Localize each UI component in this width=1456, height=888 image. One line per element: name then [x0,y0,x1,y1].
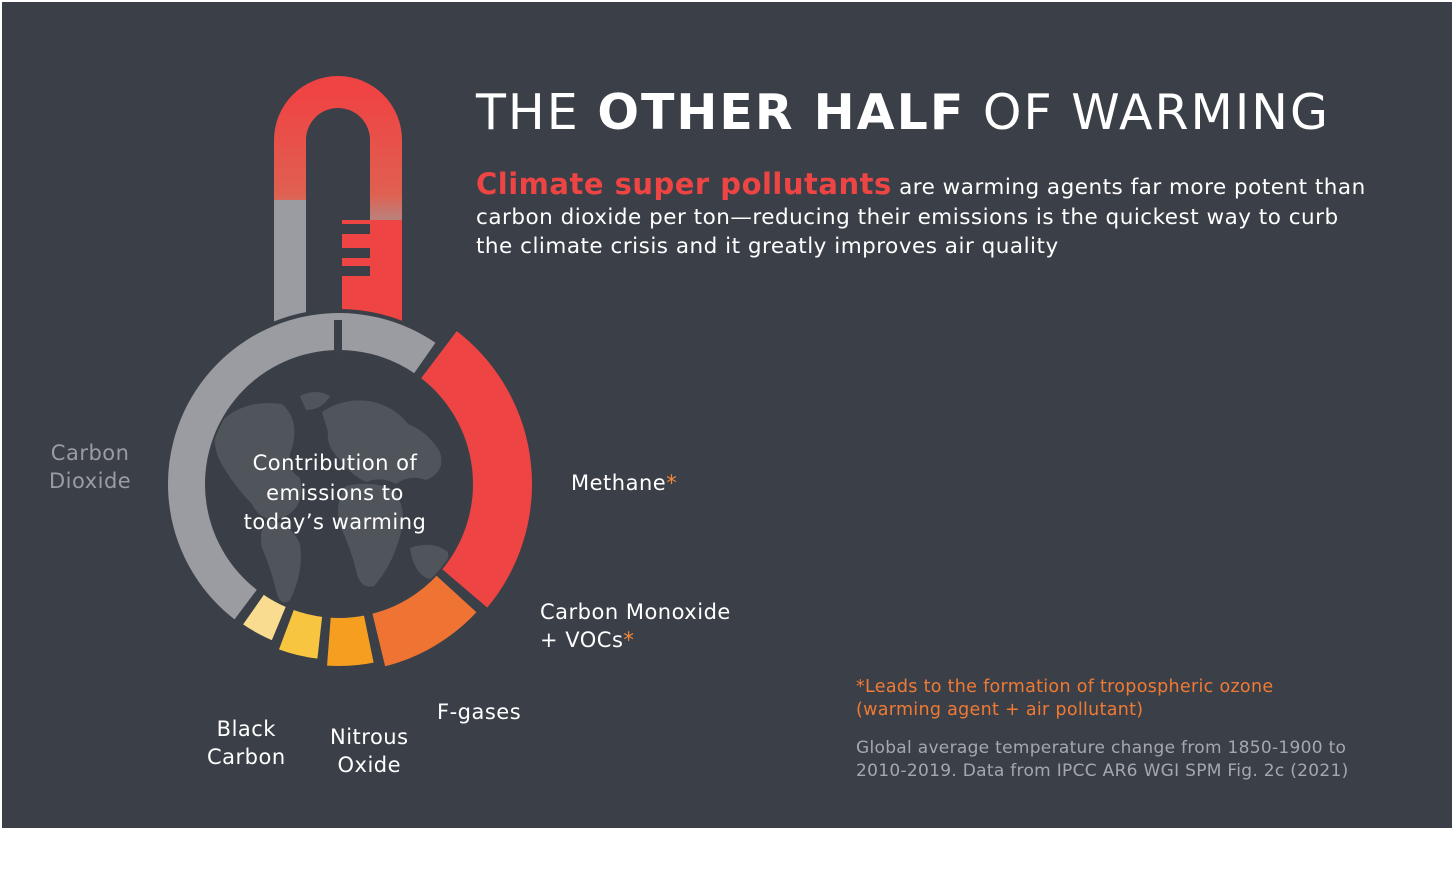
label-f-gases: F-gases [437,698,521,726]
asterisk-marker: * [623,628,635,652]
label-carbon-monoxide-vocs: Carbon Monoxide + VOCs* [540,598,731,654]
label-line: + VOCs [540,628,624,652]
label-line: Carbon [50,441,130,465]
label-line: Black [216,717,276,741]
thermometer-hollow [306,108,370,336]
label-black-carbon: Black Carbon [207,715,286,771]
source-line: Global average temperature change from 1… [856,738,1347,758]
label-line: F-gases [437,700,522,724]
label-line: Dioxide [49,469,132,493]
label-line: Oxide [337,753,402,777]
label-nitrous-oxide: Nitrous Oxide [330,723,409,779]
label-line: Nitrous [330,725,409,749]
center-label-line: Contribution of [252,451,418,475]
intro-text: Climate super pollutants are warming age… [476,167,1376,262]
center-label-line: today’s warming [243,510,427,534]
intro-body: are warming agents far more potent than … [476,175,1366,259]
thermometer-separator [334,320,342,360]
title-emphasis: OTHER HALF [597,84,966,141]
label-line: Carbon Monoxide [540,600,731,624]
source-line: 2010-2019. Data from IPCC AR6 WGI SPM Fi… [856,761,1349,781]
footnote-ozone: *Leads to the formation of tropospheric … [856,676,1273,722]
label-carbon-dioxide: Carbon Dioxide [49,439,131,495]
center-label-line: emissions to [266,480,404,505]
label-methane: Methane* [571,469,677,497]
label-line: Methane [571,471,667,495]
slice-f-gases [322,610,379,670]
intro-highlight: Climate super pollutants [476,167,892,201]
globe-icon [207,352,471,616]
title-word-the: THE [476,84,580,141]
title-word-of-warming: OF WARMING [982,84,1330,141]
footnote-line: (warming agent + air pollutant) [856,700,1144,720]
label-line: Carbon [207,745,286,769]
thermometer-tick [342,266,370,276]
thermometer-tick [342,248,370,258]
asterisk-marker: * [666,471,678,495]
page-title: THE OTHER HALF OF WARMING [476,84,1330,141]
footnote-line: *Leads to the formation of tropospheric … [856,677,1274,697]
chart-center-label: Contribution of emissions to today’s war… [210,449,460,538]
source-note: Global average temperature change from 1… [856,737,1349,783]
thermometer-tick [342,224,370,234]
